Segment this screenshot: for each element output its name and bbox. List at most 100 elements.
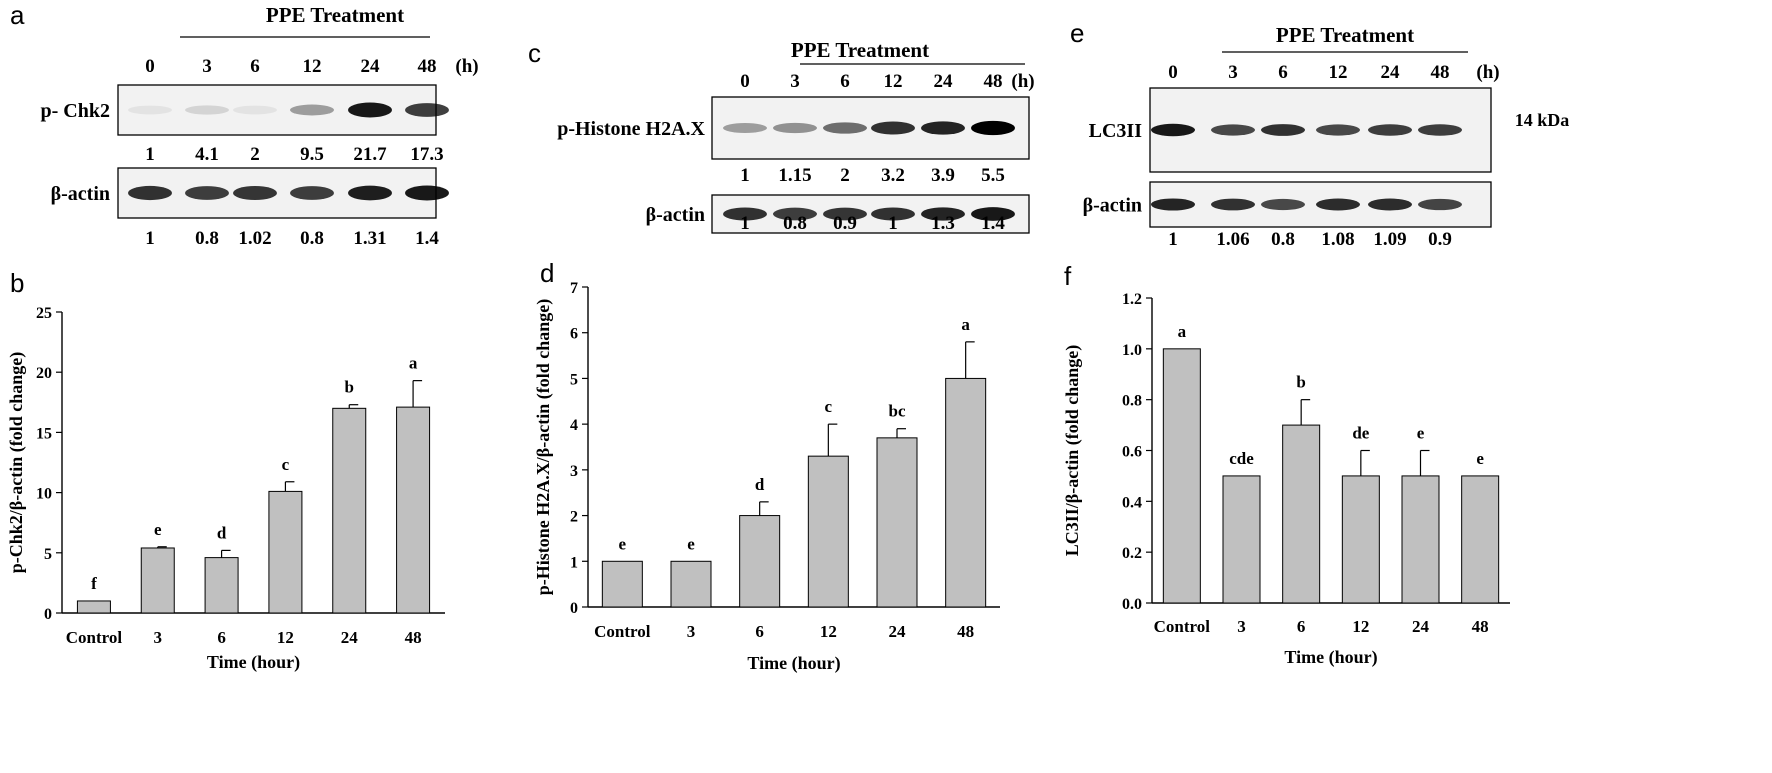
blot-row-label: β-actin — [51, 183, 110, 205]
bar — [945, 377, 987, 608]
blot-band — [823, 207, 867, 221]
y-tick-label: 0.2 — [1122, 545, 1142, 562]
densitometry-value: 1 — [740, 165, 750, 186]
blot-band — [1151, 198, 1195, 211]
bar — [76, 600, 111, 614]
blot-band — [1211, 198, 1255, 211]
blot-band — [971, 207, 1015, 221]
densitometry-value: 1.31 — [353, 228, 386, 249]
y-tick-label: 15 — [36, 425, 52, 442]
bar — [1461, 475, 1500, 604]
blot-band — [128, 185, 172, 201]
significance-letter: c — [282, 455, 290, 474]
significance-letter: b — [345, 378, 354, 397]
significance-letter: d — [217, 523, 227, 542]
densitometry-value: 1.02 — [238, 228, 271, 249]
bar — [739, 515, 781, 608]
densitometry-value: 4.1 — [195, 144, 219, 165]
lane-label: 48 — [418, 56, 437, 77]
blot-band — [290, 104, 334, 116]
significance-letter: a — [1178, 322, 1187, 341]
bar — [601, 560, 643, 608]
blot-band — [1316, 198, 1360, 211]
panel-letter: f — [1064, 261, 1072, 291]
x-tick-label: 24 — [889, 622, 907, 641]
x-tick-label: 6 — [1297, 617, 1306, 636]
x-tick-label: 3 — [1237, 617, 1246, 636]
densitometry-value: 17.3 — [410, 144, 443, 165]
significance-letter: a — [409, 354, 418, 373]
y-tick-label: 0 — [570, 600, 578, 617]
treatment-label: PPE Treatment — [266, 3, 404, 27]
significance-letter: c — [825, 397, 833, 416]
y-tick-label: 1.0 — [1122, 342, 1142, 359]
bar — [140, 547, 175, 614]
significance-letter: f — [91, 574, 97, 593]
significance-letter: e — [687, 534, 695, 553]
blot-band — [1368, 198, 1412, 211]
lane-label: 12 — [303, 56, 322, 77]
bar — [1341, 475, 1380, 604]
bar — [396, 406, 431, 614]
lane-label: 24 — [361, 56, 381, 77]
blot-row-label: LC3II — [1089, 120, 1143, 142]
blot-row-label: p- Chk2 — [41, 100, 110, 122]
x-tick-label: 48 — [405, 628, 422, 647]
y-tick-label: 0.4 — [1122, 494, 1142, 511]
densitometry-value: 1.4 — [415, 228, 439, 249]
blot-band — [921, 207, 965, 221]
bar — [1401, 475, 1440, 604]
y-tick-label: 5 — [570, 371, 578, 388]
y-tick-label: 6 — [570, 326, 578, 343]
bar-chart-b: b 0 5 10 15 20 25 f Control e 3 d 6 c 12 b 24 a 48 Time (ho… — [6, 268, 445, 673]
blot-band — [773, 207, 817, 221]
y-axis-label: p-Histone H2A.X/β-actin (fold change) — [533, 299, 554, 595]
x-tick-label: Control — [66, 628, 123, 647]
blot-band — [1418, 124, 1462, 136]
treatment-label: PPE Treatment — [791, 38, 929, 62]
densitometry-value: 1 — [145, 144, 155, 165]
significance-letter: de — [1352, 424, 1369, 443]
blot-band — [971, 120, 1015, 136]
blot-band — [1261, 198, 1305, 211]
blot-band — [1418, 198, 1462, 211]
x-tick-label: 6 — [755, 622, 764, 641]
y-tick-label: 4 — [570, 417, 578, 434]
densitometry-value: 1 — [888, 213, 898, 234]
significance-letter: e — [1417, 424, 1425, 443]
significance-letter: b — [1296, 373, 1305, 392]
blot-band — [185, 186, 229, 200]
densitometry-value: 1.15 — [778, 165, 811, 186]
densitometry-value: 3.9 — [931, 165, 955, 186]
blot-panel-e: e PPE Treatment 0 3 6 12 24 48 (h) 14 kDa LC3II 1 0.… — [1070, 18, 1569, 250]
y-tick-label: 0 — [44, 606, 52, 623]
blot-band — [871, 207, 915, 221]
y-tick-label: 0.8 — [1122, 393, 1142, 410]
significance-letter: e — [1476, 449, 1484, 468]
densitometry-value: 1.08 — [1321, 229, 1354, 250]
y-tick-label: 3 — [570, 463, 578, 480]
lane-label: 6 — [250, 56, 260, 77]
lane-label: 0 — [740, 71, 750, 92]
significance-letter: cde — [1229, 449, 1254, 468]
bar — [670, 560, 712, 608]
x-tick-label: Control — [1154, 617, 1211, 636]
blot-band — [348, 185, 392, 201]
y-tick-label: 0.6 — [1122, 444, 1142, 461]
x-tick-label: 12 — [1352, 617, 1369, 636]
lane-label: 0 — [1168, 62, 1178, 83]
significance-letter: e — [154, 520, 162, 539]
significance-letter: bc — [889, 402, 906, 421]
y-tick-label: 7 — [570, 280, 578, 297]
densitometry-value: 0.9 — [1428, 229, 1452, 250]
significance-letter: d — [755, 475, 765, 494]
lane-label: 12 — [884, 71, 903, 92]
y-tick-label: 10 — [36, 486, 52, 503]
densitometry-value: 1 — [1168, 229, 1178, 250]
time-unit: (h) — [1476, 62, 1499, 83]
y-axis-label: p-Chk2/β-actin (fold change) — [6, 352, 27, 574]
x-axis-label: Time (hour) — [747, 653, 840, 674]
blot-band — [1151, 123, 1195, 137]
blot-band — [185, 105, 229, 115]
